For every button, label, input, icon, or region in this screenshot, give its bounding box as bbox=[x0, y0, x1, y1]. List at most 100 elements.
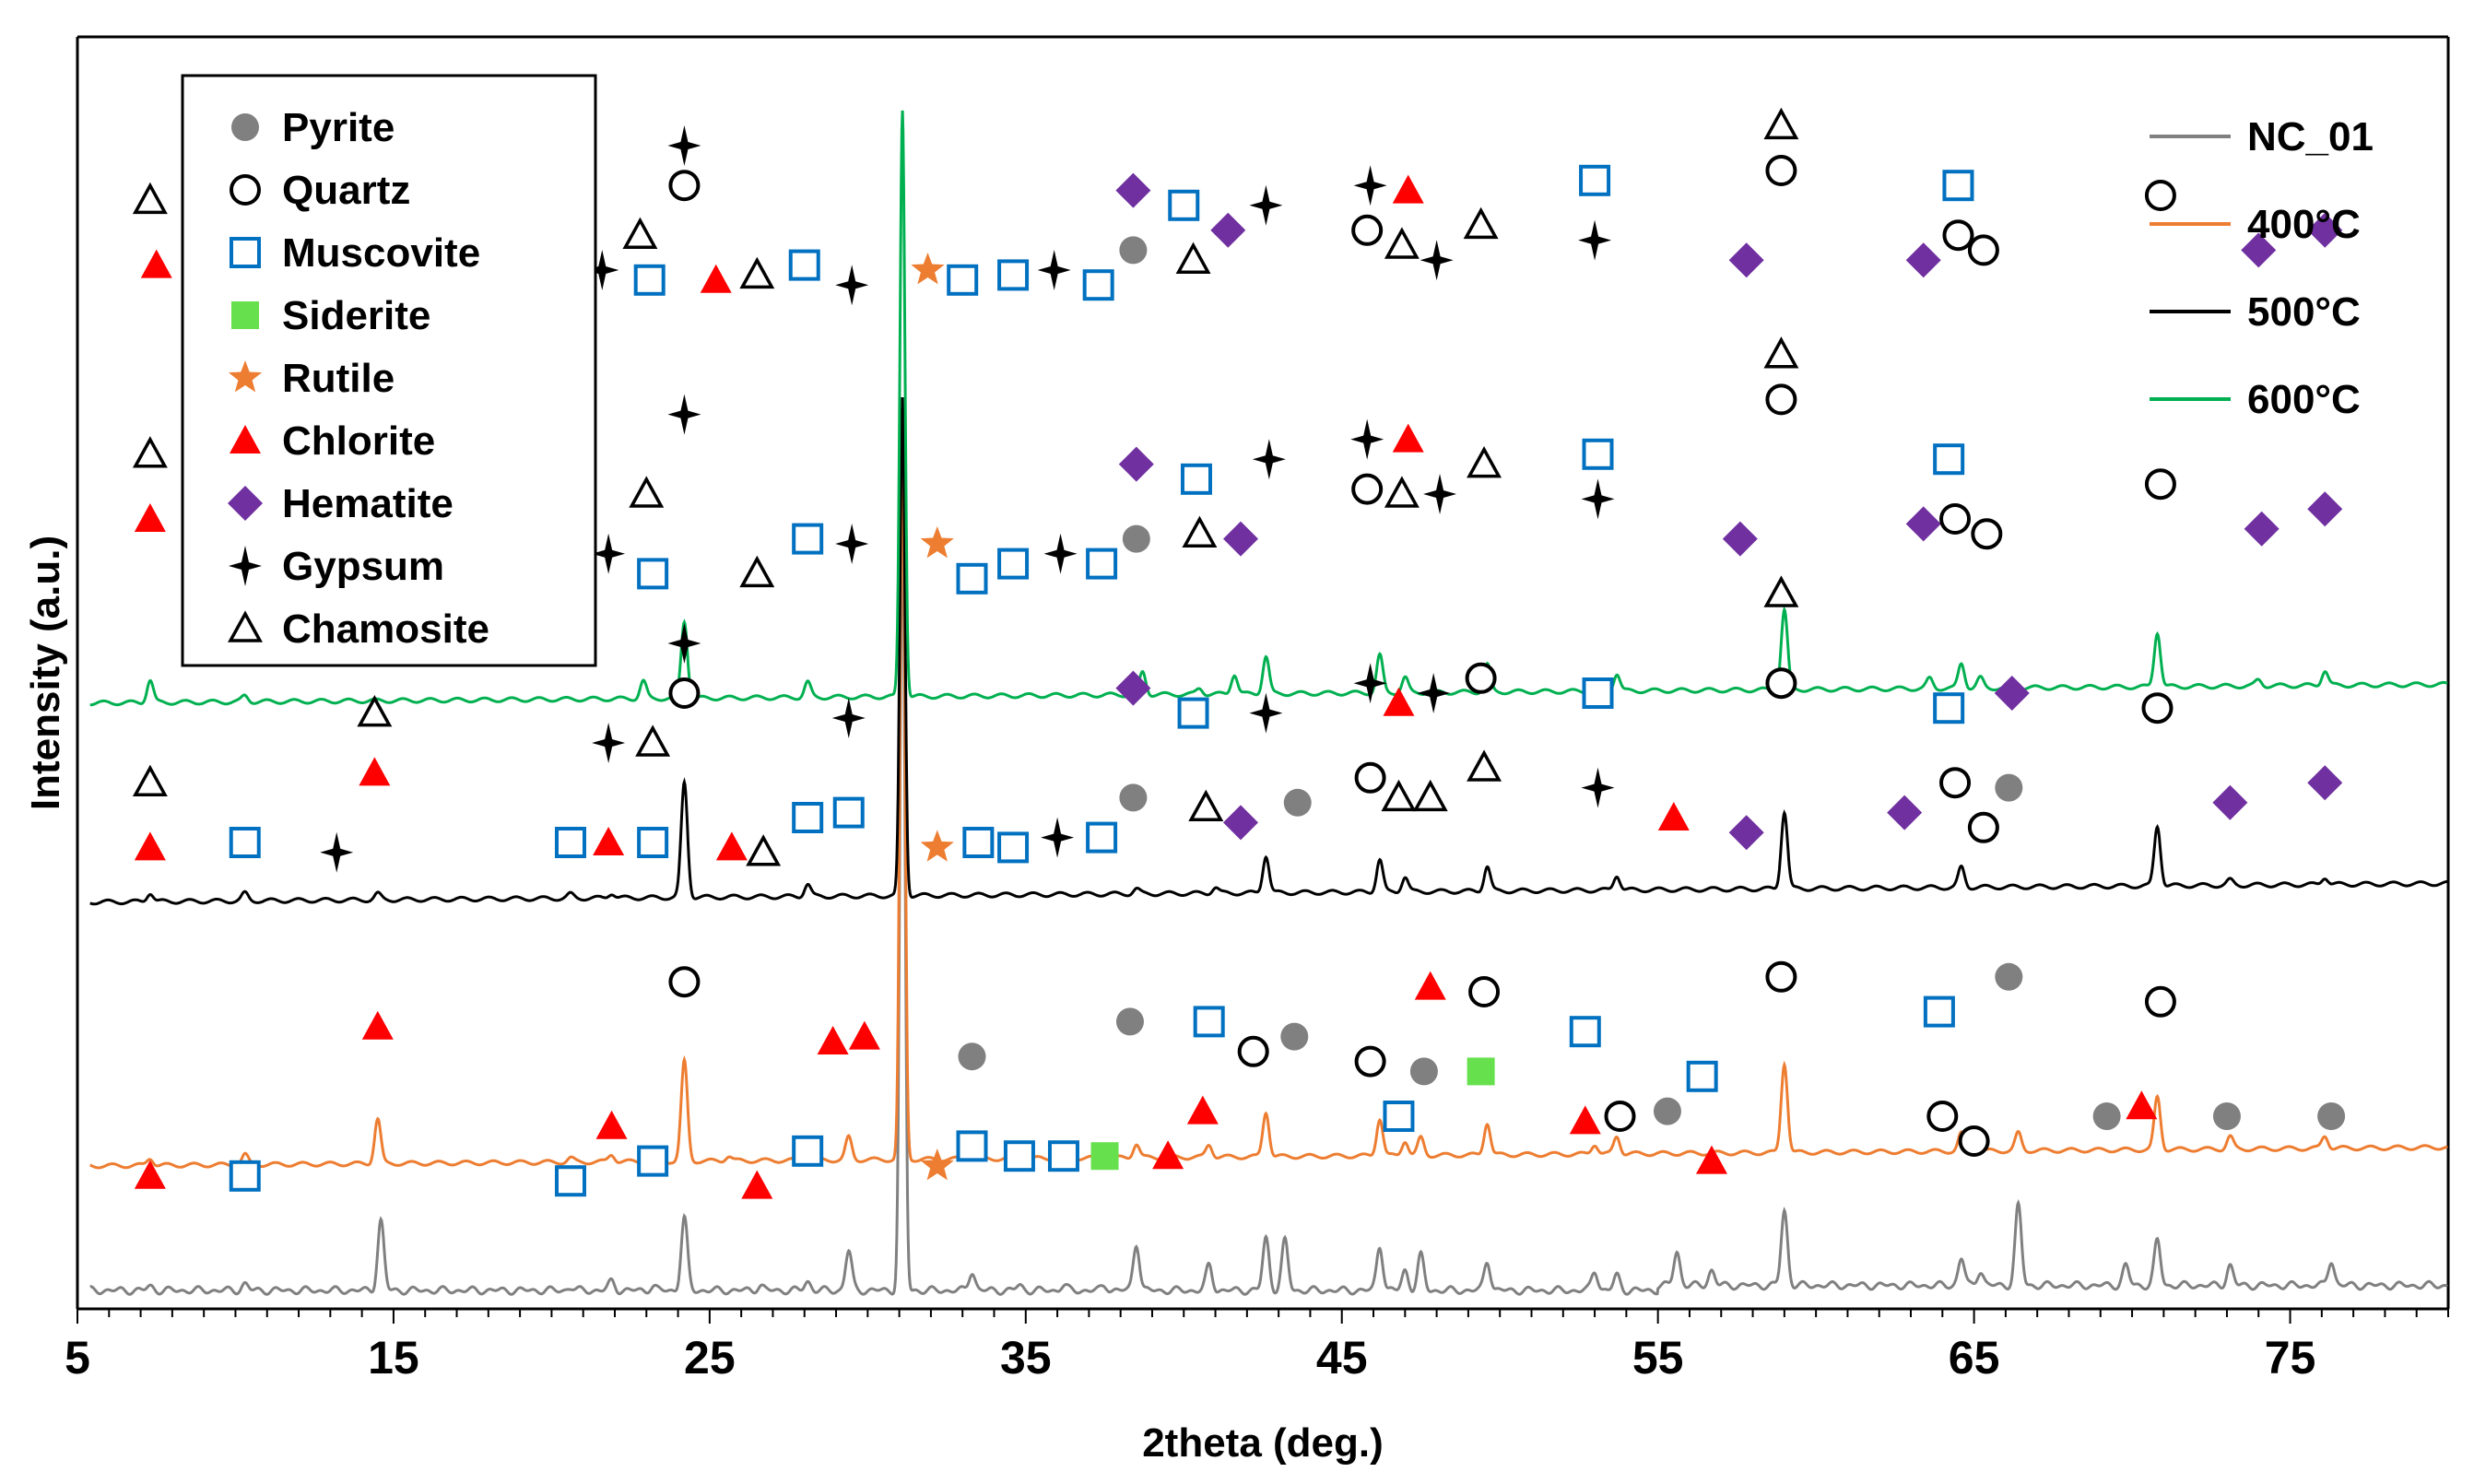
muscovite-marker bbox=[956, 562, 988, 595]
muscovite-marker bbox=[1082, 269, 1114, 301]
muscovite-marker bbox=[1579, 164, 1611, 196]
gypsum-marker bbox=[835, 265, 869, 306]
quartz-marker bbox=[2141, 692, 2174, 724]
hematite-marker bbox=[1115, 172, 1151, 208]
muscovite-marker bbox=[1003, 1140, 1035, 1172]
siderite-legend-symbol bbox=[231, 301, 259, 329]
chlorite-marker bbox=[741, 1170, 773, 1199]
plot-frame bbox=[76, 35, 2450, 1311]
quartz-marker bbox=[1939, 767, 1972, 799]
quartz-marker bbox=[1967, 811, 1999, 843]
chamosite-marker bbox=[635, 724, 671, 757]
chlorite-marker bbox=[1152, 1140, 1184, 1170]
chlorite-marker bbox=[1695, 1145, 1727, 1174]
quartz-marker bbox=[2144, 985, 2176, 1018]
chlorite-marker bbox=[140, 249, 172, 278]
gypsum-marker bbox=[1249, 184, 1283, 226]
chamosite-marker bbox=[1763, 575, 1799, 607]
x-tick-label: 5 bbox=[65, 1332, 90, 1384]
chlorite-marker bbox=[134, 503, 166, 532]
quartz-marker bbox=[1765, 155, 1797, 186]
pyrite-marker bbox=[1653, 1097, 1681, 1125]
chlorite-marker bbox=[1392, 174, 1424, 204]
muscovite-marker bbox=[633, 264, 666, 296]
series-legend-label: 600°C bbox=[2247, 377, 2361, 422]
gypsum-marker bbox=[835, 524, 869, 564]
chamosite-marker bbox=[629, 476, 665, 508]
chlorite-marker bbox=[1392, 423, 1424, 453]
chlorite-marker bbox=[848, 1020, 880, 1050]
chamosite-marker bbox=[746, 834, 782, 866]
muscovite-marker bbox=[1923, 995, 1955, 1028]
quartz-marker bbox=[1765, 960, 1797, 993]
chamosite-marker bbox=[739, 555, 775, 588]
chamosite-marker bbox=[132, 436, 168, 468]
chlorite-marker bbox=[595, 1110, 628, 1139]
quartz-marker bbox=[1926, 1101, 1959, 1132]
hematite-marker bbox=[1222, 805, 1258, 841]
gypsum-legend-symbol bbox=[229, 546, 262, 586]
hematite-marker bbox=[2241, 232, 2277, 268]
hematite-marker bbox=[1905, 506, 1941, 542]
hematite-marker bbox=[1994, 676, 2030, 711]
muscovite-marker bbox=[997, 259, 1030, 291]
muscovite-marker bbox=[1569, 1016, 1601, 1048]
gypsum-marker bbox=[667, 394, 701, 435]
chamosite-marker bbox=[132, 764, 168, 796]
series-line-3 bbox=[89, 397, 2448, 906]
chamosite-marker bbox=[1175, 241, 1211, 274]
chamosite-marker bbox=[1467, 445, 1502, 478]
gypsum-marker bbox=[1417, 673, 1451, 713]
quartz-marker bbox=[1967, 234, 1999, 266]
hematite-marker bbox=[2307, 491, 2343, 527]
chlorite-marker bbox=[134, 1160, 166, 1189]
pyrite-marker bbox=[1122, 524, 1150, 553]
chamosite-marker bbox=[1182, 515, 1218, 548]
phase-legend-label: Muscovite bbox=[282, 230, 480, 276]
chlorite-marker bbox=[1569, 1105, 1601, 1135]
rutile-marker bbox=[920, 830, 954, 862]
quartz-marker bbox=[2144, 180, 2176, 211]
gypsum-marker bbox=[1581, 478, 1615, 520]
gypsum-marker bbox=[1037, 250, 1071, 290]
pyrite-marker bbox=[1119, 236, 1148, 265]
gypsum-marker bbox=[667, 623, 701, 664]
quartz-marker bbox=[668, 677, 701, 709]
chlorite-marker bbox=[134, 831, 166, 861]
gypsum-marker bbox=[592, 723, 626, 763]
muscovite-marker bbox=[792, 802, 824, 833]
hematite-marker bbox=[1115, 670, 1151, 706]
pyrite-marker bbox=[1283, 788, 1312, 817]
muscovite-marker bbox=[229, 827, 261, 858]
chamosite-marker bbox=[1763, 336, 1799, 369]
muscovite-marker bbox=[1180, 463, 1212, 495]
gypsum-marker bbox=[1581, 767, 1615, 808]
gypsum-marker bbox=[592, 533, 626, 574]
muscovite-marker bbox=[1582, 438, 1614, 470]
muscovite-marker bbox=[792, 523, 824, 555]
series-legend-label: 500°C bbox=[2247, 289, 2361, 335]
muscovite-marker bbox=[1582, 677, 1614, 709]
gypsum-marker bbox=[320, 831, 354, 873]
gypsum-marker bbox=[585, 250, 619, 290]
quartz-marker bbox=[1604, 1101, 1636, 1132]
muscovite-marker bbox=[1086, 548, 1118, 580]
phase-legend: Pyrite Quartz Muscovite Siderite Rutile Chlor… bbox=[181, 74, 597, 667]
x-axis-title: 2theta (deg.) bbox=[1142, 1420, 1384, 1466]
chamosite-marker bbox=[1188, 789, 1224, 821]
gypsum-marker bbox=[1350, 418, 1384, 460]
gypsum-marker bbox=[1353, 663, 1387, 704]
chlorite-marker bbox=[593, 827, 625, 855]
chlorite-marker bbox=[1186, 1095, 1219, 1125]
chamosite-marker bbox=[622, 217, 658, 249]
gypsum-marker bbox=[1252, 439, 1286, 480]
muscovite-marker bbox=[554, 827, 586, 858]
hematite-marker bbox=[2212, 784, 2248, 820]
gypsum-marker bbox=[1249, 692, 1283, 734]
quartz-marker bbox=[1468, 976, 1501, 1007]
quartz-marker bbox=[2144, 468, 2176, 501]
pyrite-marker bbox=[2092, 1102, 2121, 1130]
hematite-marker bbox=[1722, 521, 1758, 557]
quartz-marker bbox=[1942, 219, 1974, 252]
